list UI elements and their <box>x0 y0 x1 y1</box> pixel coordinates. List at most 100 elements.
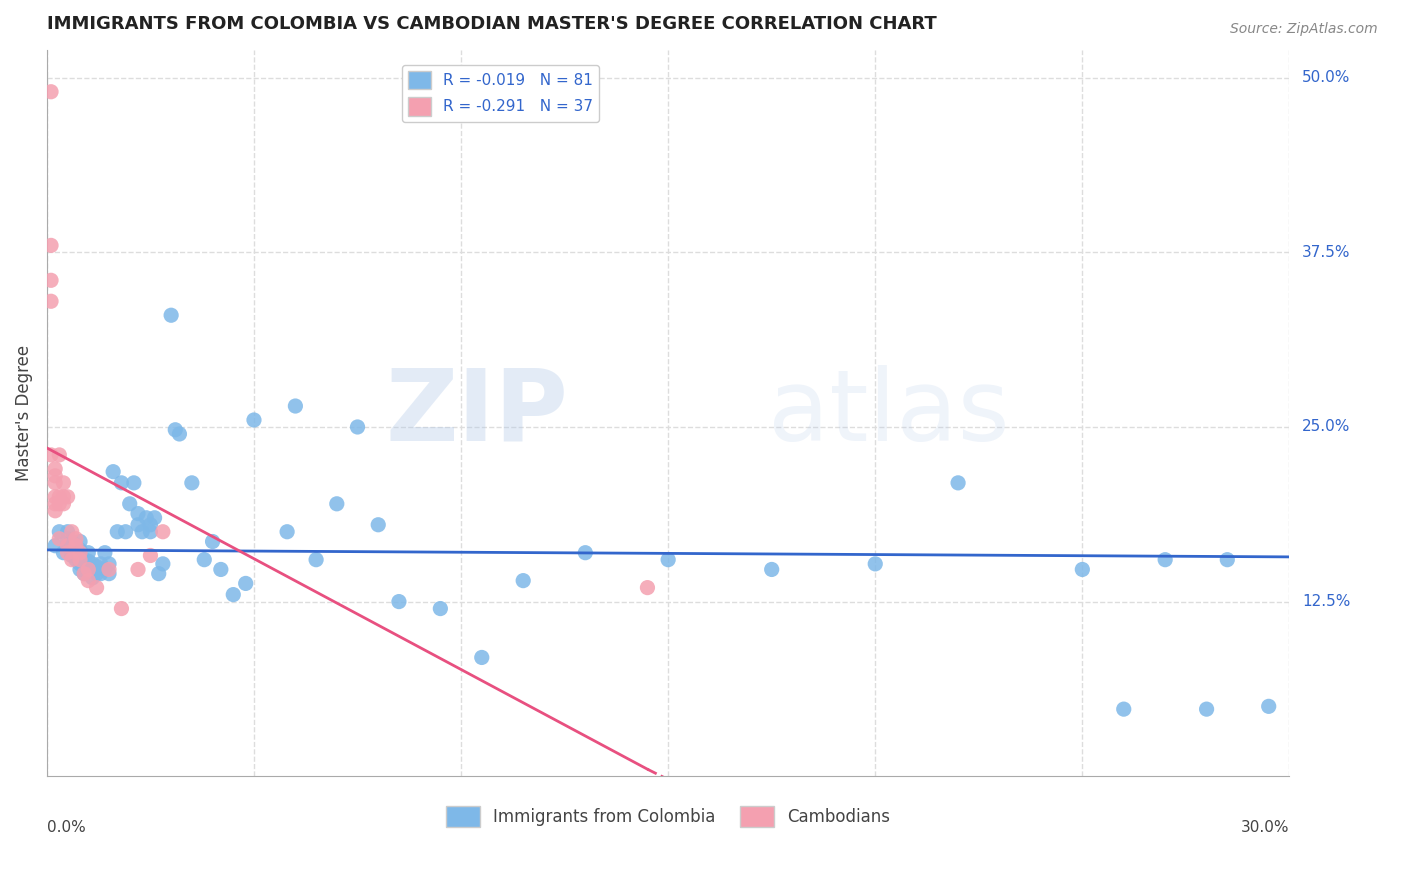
Point <box>761 562 783 576</box>
Point <box>48 490 70 504</box>
Text: 0.0%: 0.0% <box>46 820 86 835</box>
Point <box>143 510 166 524</box>
Point <box>52 497 75 511</box>
Point <box>60 552 83 566</box>
Point <box>73 559 96 574</box>
Point <box>127 562 149 576</box>
Point <box>1257 699 1279 714</box>
Point <box>101 465 124 479</box>
Point <box>201 534 224 549</box>
Point <box>114 524 136 539</box>
Point <box>127 507 149 521</box>
Text: IMMIGRANTS FROM COLOMBIA VS CAMBODIAN MASTER'S DEGREE CORRELATION CHART: IMMIGRANTS FROM COLOMBIA VS CAMBODIAN MA… <box>46 15 936 33</box>
Point <box>69 557 91 571</box>
Point <box>135 510 157 524</box>
Point <box>98 566 121 581</box>
Point <box>180 475 202 490</box>
Point <box>148 566 170 581</box>
Point <box>326 497 349 511</box>
Point <box>1154 552 1177 566</box>
Point <box>52 546 75 560</box>
Point <box>44 497 66 511</box>
Point <box>122 475 145 490</box>
Point <box>73 552 96 566</box>
Text: Source: ZipAtlas.com: Source: ZipAtlas.com <box>1230 22 1378 37</box>
Point <box>90 557 112 571</box>
Point <box>44 475 66 490</box>
Point <box>346 420 368 434</box>
Point <box>86 559 108 574</box>
Point <box>65 546 87 560</box>
Point <box>131 524 153 539</box>
Text: 30.0%: 30.0% <box>1241 820 1289 835</box>
Point <box>77 559 100 574</box>
Point <box>48 532 70 546</box>
Point <box>169 427 191 442</box>
Point <box>77 562 100 576</box>
Text: 12.5%: 12.5% <box>1302 594 1350 609</box>
Point <box>56 546 79 560</box>
Point <box>44 539 66 553</box>
Point <box>44 462 66 476</box>
Point <box>39 448 62 462</box>
Point <box>39 273 62 287</box>
Point <box>284 399 307 413</box>
Point <box>865 557 887 571</box>
Point <box>222 588 245 602</box>
Point <box>44 490 66 504</box>
Point <box>636 581 658 595</box>
Point <box>367 517 389 532</box>
Point <box>105 524 128 539</box>
Y-axis label: Master's Degree: Master's Degree <box>15 345 32 481</box>
Point <box>65 532 87 546</box>
Point <box>65 552 87 566</box>
Point <box>139 517 162 532</box>
Point <box>1195 702 1218 716</box>
Point <box>98 562 121 576</box>
Point <box>52 490 75 504</box>
Point <box>305 552 328 566</box>
Point <box>44 468 66 483</box>
Point <box>86 566 108 581</box>
Point <box>69 542 91 557</box>
Point <box>193 552 215 566</box>
Point <box>56 539 79 553</box>
Point <box>574 546 596 560</box>
Point <box>235 576 257 591</box>
Point <box>82 557 104 571</box>
Point <box>110 475 132 490</box>
Point <box>82 562 104 576</box>
Point <box>77 562 100 576</box>
Point <box>65 539 87 553</box>
Point <box>152 557 174 571</box>
Point <box>90 566 112 581</box>
Point <box>110 601 132 615</box>
Point <box>56 524 79 539</box>
Point <box>243 413 266 427</box>
Point <box>209 562 232 576</box>
Point <box>77 574 100 588</box>
Point <box>60 524 83 539</box>
Point <box>94 546 117 560</box>
Point <box>60 549 83 563</box>
Point <box>1112 702 1135 716</box>
Point <box>44 504 66 518</box>
Point <box>1216 552 1239 566</box>
Point <box>69 552 91 566</box>
Point <box>56 539 79 553</box>
Point <box>276 524 298 539</box>
Point <box>77 554 100 568</box>
Point <box>946 475 969 490</box>
Point <box>471 650 494 665</box>
Text: 37.5%: 37.5% <box>1302 245 1350 260</box>
Point <box>60 534 83 549</box>
Point <box>69 549 91 563</box>
Point <box>152 524 174 539</box>
Point <box>69 546 91 560</box>
Point <box>388 594 411 608</box>
Point <box>139 524 162 539</box>
Point <box>60 542 83 557</box>
Point <box>73 566 96 581</box>
Point <box>48 497 70 511</box>
Point <box>56 490 79 504</box>
